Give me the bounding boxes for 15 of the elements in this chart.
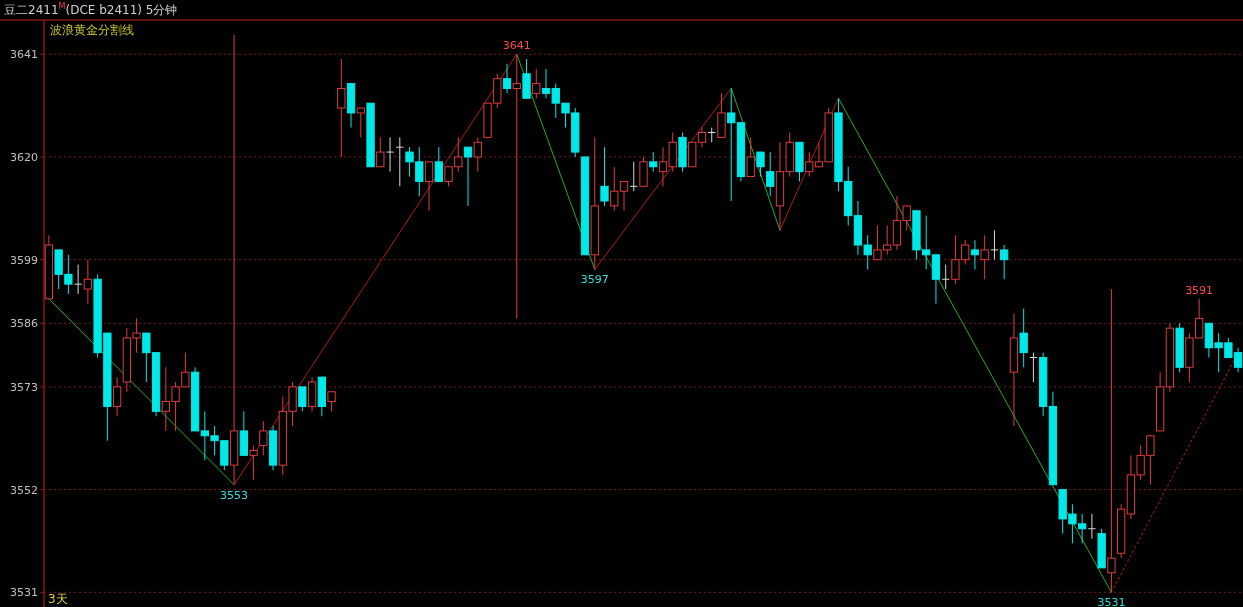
annotation: 3531 [1097,596,1126,607]
y-tick-label: 3531 [10,586,38,600]
annotation: 3597 [580,273,609,287]
y-tick-label: 3599 [10,253,38,267]
y-tick-label: 3573 [10,380,38,394]
y-tick-label: 3620 [10,150,38,164]
annotation: 3591 [1185,283,1214,297]
annotation: 3553 [220,488,249,502]
annotation: 3641 [502,39,531,53]
chart-title: 豆二2411$^{M}$(DCE b2411) 5分钟 [4,2,178,19]
chart-subtitle: 波浪黄金分割线 [50,23,134,37]
annotation: 3天 [48,592,68,606]
y-tick-label: 3586 [10,317,38,331]
y-tick-label: 3552 [10,483,38,497]
y-tick-label: 3641 [10,48,38,62]
